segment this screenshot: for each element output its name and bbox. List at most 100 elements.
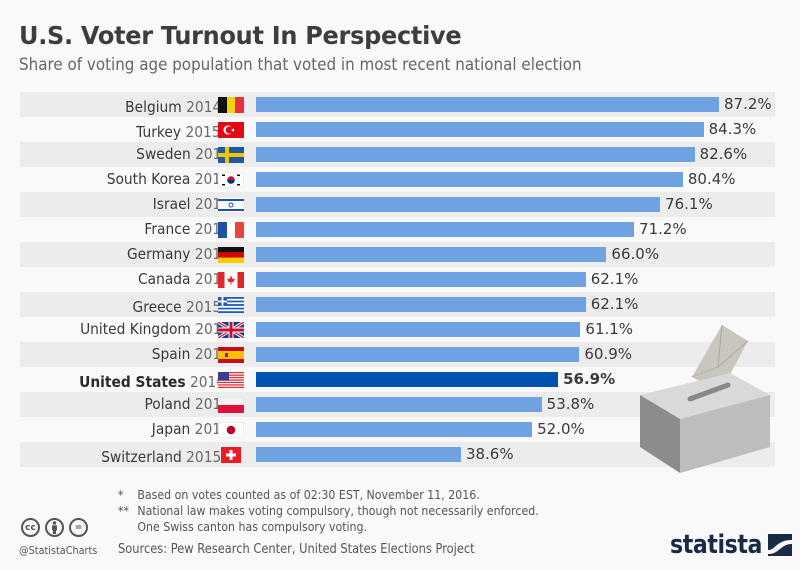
bar — [256, 247, 607, 262]
chart-row: France 2012 71.2% — [20, 217, 775, 242]
category-label: United States 2016* — [79, 367, 230, 392]
belgium-flag-icon — [218, 97, 244, 113]
country-name: Israel — [152, 195, 191, 213]
chart-row: South Korea 2012 80.4% — [20, 167, 775, 192]
chart-row: United States 2016* 56.9% — [20, 367, 775, 392]
bar — [256, 147, 695, 162]
logo-text: statista — [670, 530, 763, 560]
no-derivatives-icon: = — [69, 518, 88, 537]
category-label: Germany 2013 — [127, 242, 230, 267]
country-name: Poland — [144, 395, 191, 413]
country-name: Sweden — [135, 145, 191, 163]
election-year: 2016 — [189, 373, 225, 391]
footnote: * Based on votes counted as of 02:30 EST,… — [118, 487, 480, 502]
statista-logo[interactable]: statista — [670, 530, 793, 560]
twitter-handle[interactable]: @StatistaCharts — [19, 545, 98, 557]
election-year: 2015 — [185, 298, 221, 316]
bar — [256, 447, 461, 462]
bar — [256, 122, 704, 137]
category-label: Canada 2015 — [138, 267, 230, 292]
canada-flag-icon — [218, 272, 244, 288]
data-label: 84.3% — [708, 120, 757, 138]
country-name: Turkey — [136, 123, 182, 141]
germany-flag-icon — [218, 247, 244, 263]
chart-row: Sweden 2014 82.6% — [20, 142, 775, 167]
bar — [256, 97, 719, 112]
greece-flag-icon — [218, 297, 244, 313]
attribution-icon — [45, 518, 64, 537]
france-flag-icon — [218, 222, 244, 238]
chart-row: Japan 2014 52.0% — [20, 417, 775, 442]
turkey-flag-icon — [218, 122, 244, 138]
data-label: 38.6% — [465, 445, 514, 463]
category-label: Switzerland 2015** — [101, 442, 230, 467]
country-name: Canada — [137, 270, 191, 288]
bar — [256, 322, 581, 337]
chart-row: Greece 2015** 62.1% — [20, 292, 775, 317]
data-label: 52.0% — [537, 420, 585, 438]
switzerland-flag-icon — [218, 447, 244, 463]
election-year: 2015 — [185, 448, 221, 466]
category-label: Turkey 2015** — [136, 117, 230, 142]
poland-flag-icon — [218, 397, 244, 413]
category-label: South Korea 2012 — [107, 167, 230, 192]
spain-flag-icon — [218, 347, 244, 363]
bar — [256, 297, 586, 312]
bar — [256, 422, 533, 437]
data-label: 62.1% — [590, 270, 639, 288]
country-name: Germany — [127, 245, 191, 263]
country-name: Japan — [151, 420, 191, 438]
data-label: 62.1% — [590, 295, 639, 313]
chart-row: Germany 2013 66.0% — [20, 242, 775, 267]
envelope-icon — [691, 324, 749, 393]
data-label: 53.8% — [546, 395, 595, 413]
country-name: Spain — [151, 345, 191, 363]
country-name: Greece — [132, 298, 182, 316]
bar — [256, 372, 559, 387]
israel-flag-icon — [218, 197, 244, 213]
ballot-box-icon — [640, 324, 770, 473]
bar-chart: Belgium 2014** 87.2% Turkey 2015** 84.3% Swe… — [20, 92, 775, 467]
chart-row: Spain 2016 60.9% — [20, 342, 775, 367]
license-icons[interactable]: cc = — [21, 518, 88, 537]
chart-row: Switzerland 2015** 38.6% — [20, 442, 775, 467]
south-korea-flag-icon — [218, 172, 244, 188]
country-name: South Korea — [106, 170, 191, 188]
election-year: 2014 — [185, 98, 221, 116]
data-label: 60.9% — [584, 345, 632, 363]
chart-row: Turkey 2015** 84.3% — [20, 117, 775, 142]
data-label: 80.4% — [687, 170, 736, 188]
japan-flag-icon — [218, 422, 244, 438]
statista-logo-icon — [768, 534, 793, 556]
usa-flag-icon — [218, 372, 244, 388]
category-label: United Kingdom 2015 — [80, 317, 230, 342]
bar — [256, 397, 542, 412]
category-label: Greece 2015** — [132, 292, 230, 317]
chart-row: Canada 2015 62.1% — [20, 267, 775, 292]
data-label: 56.9% — [563, 370, 616, 388]
country-name: Belgium — [124, 98, 182, 116]
footnote: ** National law makes voting compulsory, … — [118, 503, 539, 518]
bar — [256, 272, 586, 287]
cc-icon: cc — [21, 518, 40, 537]
chart-row: Belgium 2014** 87.2% — [20, 92, 775, 117]
category-label: Belgium 2014** — [125, 92, 230, 117]
data-label: 66.0% — [611, 245, 660, 263]
chart-row: United Kingdom 2015 61.1% — [20, 317, 775, 342]
bar — [256, 197, 661, 212]
data-label: 82.6% — [699, 145, 748, 163]
sources: Sources: Pew Research Center, United Sta… — [118, 542, 475, 557]
footnote: One Swiss canton has compulsory voting. — [137, 519, 368, 534]
election-year: 2015 — [185, 123, 221, 141]
country-name: France — [144, 220, 191, 238]
footnotes: * Based on votes counted as of 02:30 EST,… — [118, 487, 539, 535]
country-name: United States — [78, 373, 186, 391]
data-label: 76.1% — [665, 195, 713, 213]
country-name: Switzerland — [100, 448, 182, 466]
data-label: 71.2% — [639, 220, 687, 238]
uk-flag-icon — [218, 322, 244, 338]
country-name: United Kingdom — [79, 320, 191, 338]
chart-row: Israel 2015 76.1% — [20, 192, 775, 217]
data-label: 61.1% — [585, 320, 634, 338]
chart-title: U.S. Voter Turnout In Perspective — [19, 21, 462, 50]
